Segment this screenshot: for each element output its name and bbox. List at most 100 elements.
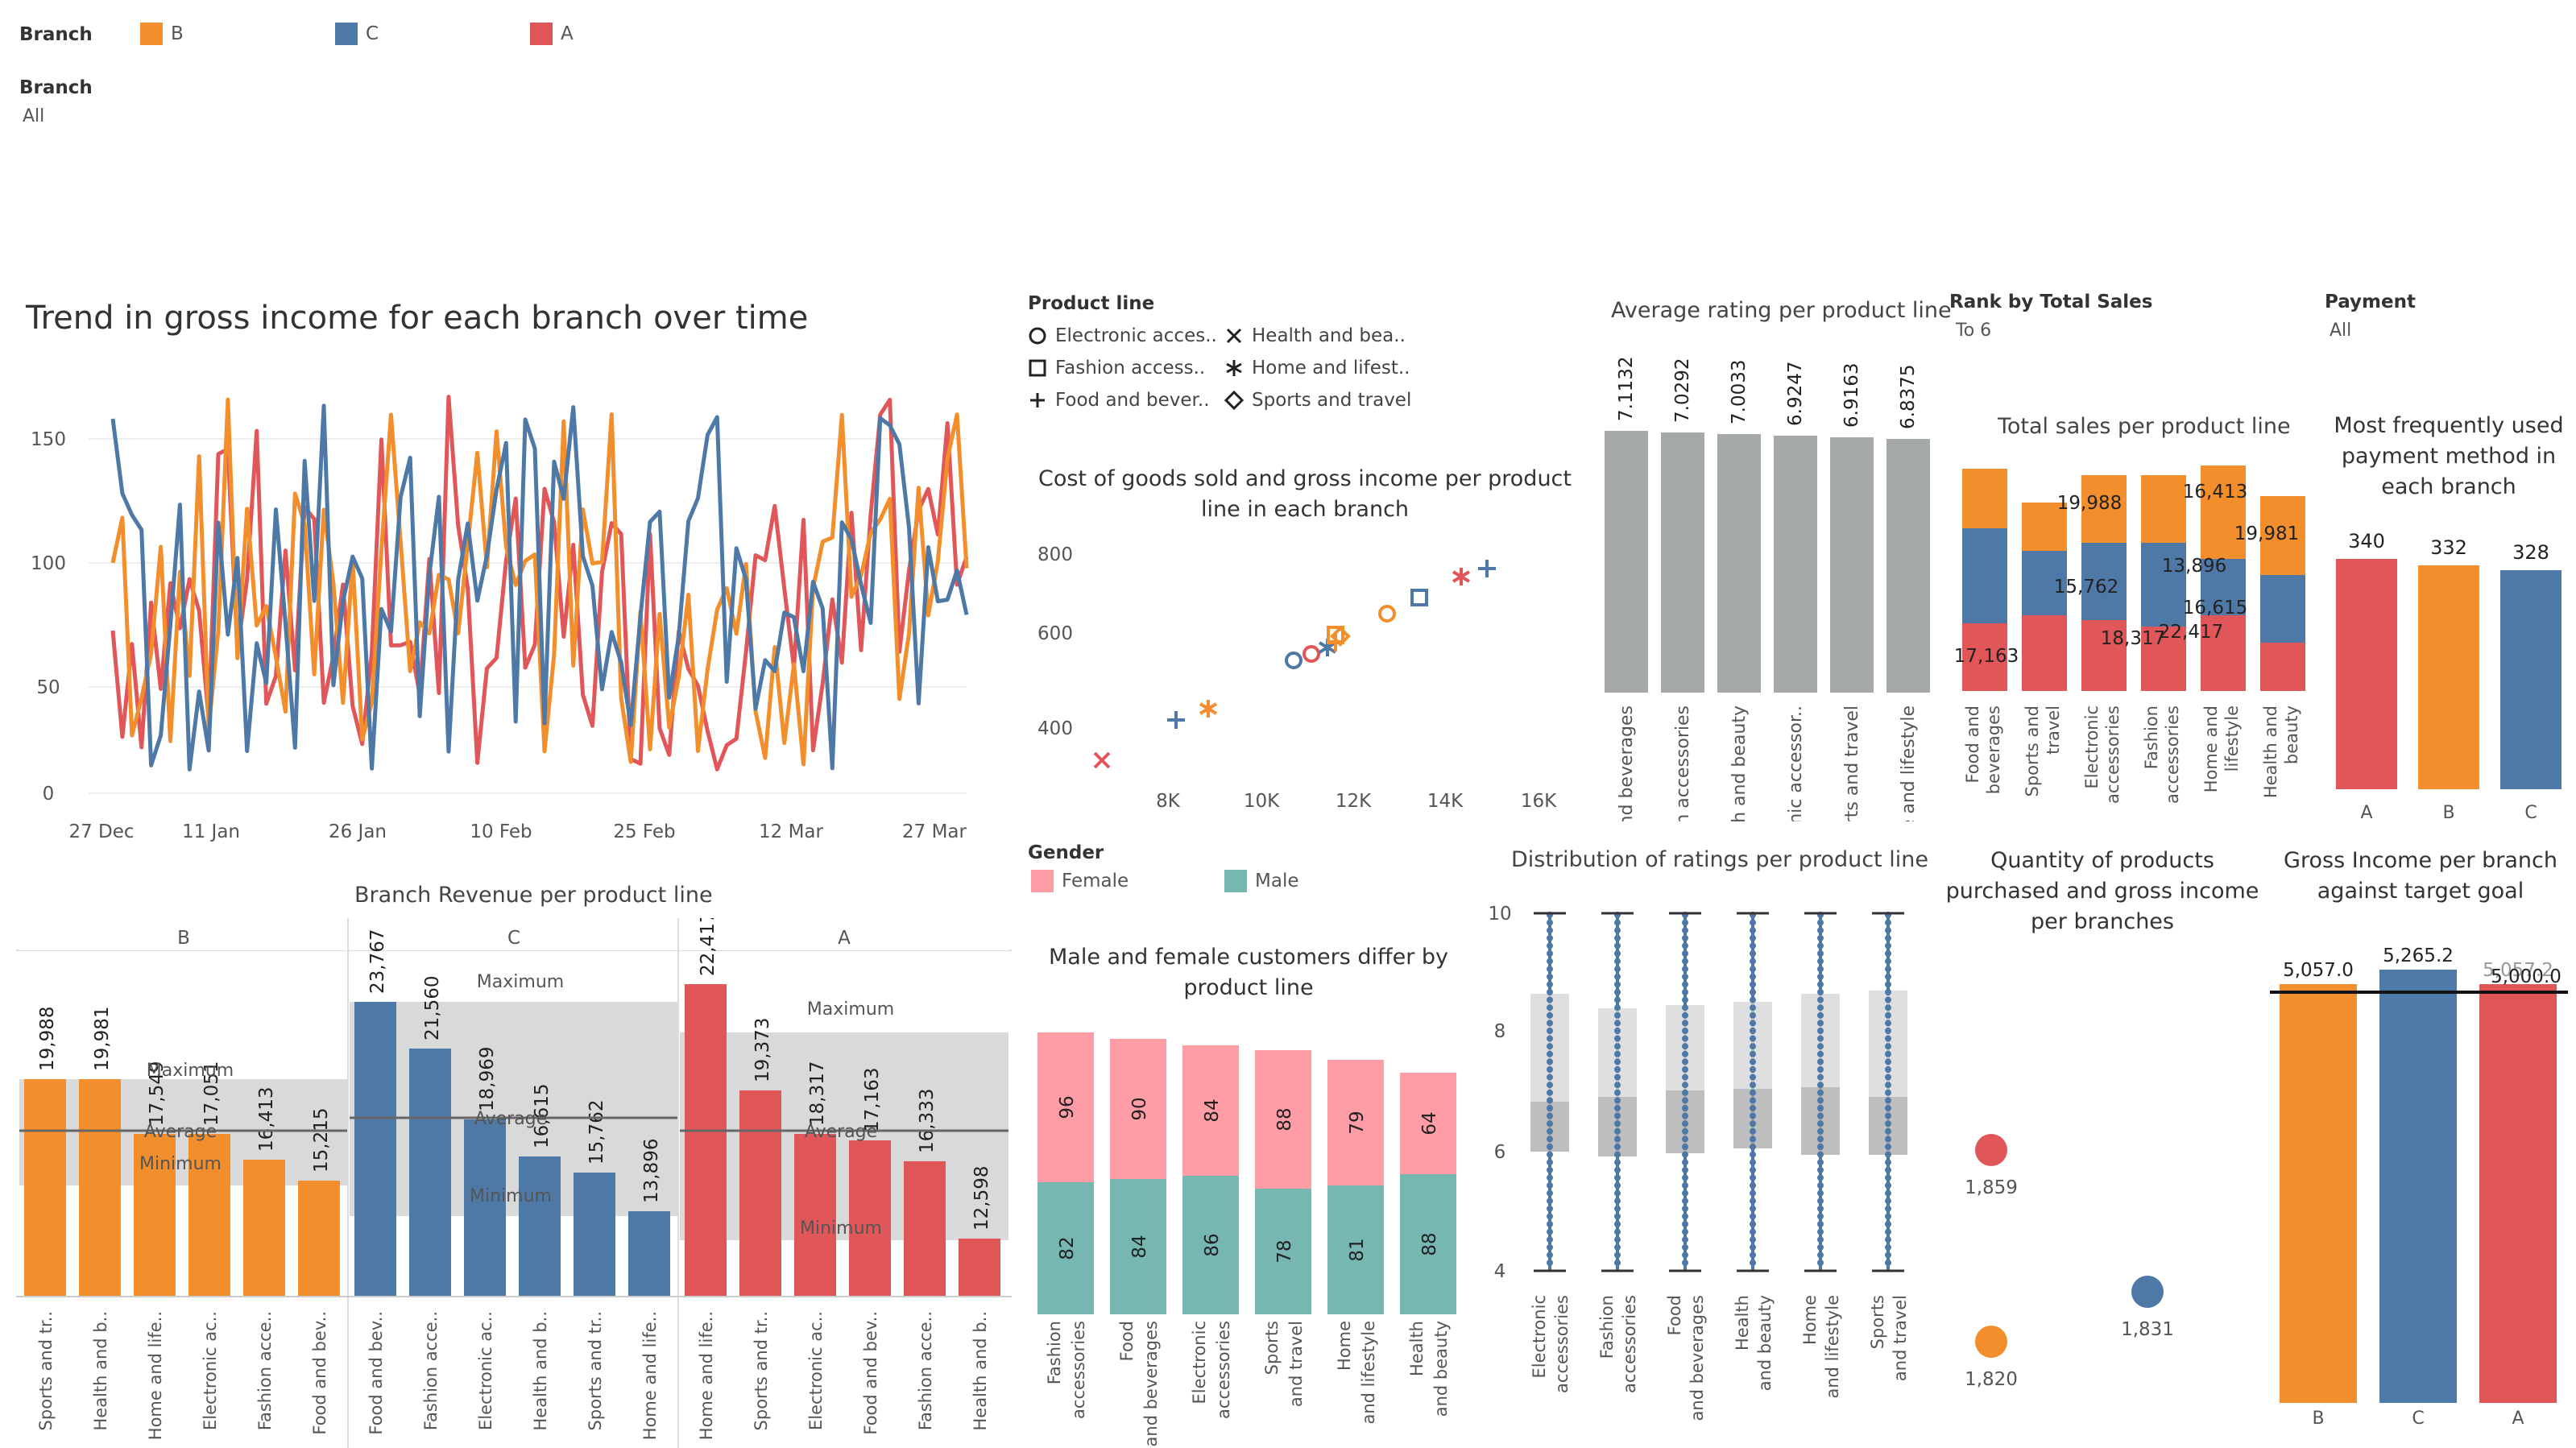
revenue-value: 15,762 <box>586 1100 607 1165</box>
revenue-chart[interactable]: B 19,988 Sports and tr.. 19,981 Health and b… <box>16 918 1015 1448</box>
distribution-dot <box>1750 1136 1756 1143</box>
rating-bar <box>1605 431 1648 693</box>
product-legend-item[interactable]: Health and bea.. <box>1224 325 1406 346</box>
quantity-title: Quantity of products purchased and gross… <box>1945 848 2259 934</box>
distribution-dot <box>1750 1236 1756 1243</box>
distribution-dot <box>1547 1012 1553 1019</box>
rank-filter-value[interactable]: To 6 <box>1956 321 1992 341</box>
distribution-dot <box>1885 996 1891 1003</box>
distribution-dot <box>1682 927 1688 934</box>
distribution-dot <box>1682 1205 1688 1212</box>
revenue-category: Fashion acce.. <box>421 1311 441 1430</box>
legend-item-male[interactable]: Male <box>1224 870 1298 892</box>
distribution-dot <box>1817 1035 1824 1042</box>
distribution-dot <box>1885 1012 1891 1019</box>
revenue-avg-label: Average <box>144 1122 217 1142</box>
legend-item-b[interactable]: B <box>140 23 184 45</box>
gender-value-male: 78 <box>1274 1239 1295 1263</box>
goal-category: A <box>2512 1409 2524 1429</box>
distribution-dot <box>1885 934 1891 941</box>
distribution-dot <box>1682 1012 1688 1019</box>
distribution-dot <box>1885 989 1891 995</box>
payment-bar <box>2418 565 2479 789</box>
payment-filter-value[interactable]: All <box>2330 321 2352 341</box>
distribution-dot <box>1547 1120 1553 1127</box>
x-icon <box>1224 326 1244 345</box>
distribution-dot <box>1682 1189 1688 1197</box>
distribution-dot <box>1885 1243 1891 1251</box>
product-legend-item[interactable]: Electronic acces.. <box>1028 325 1217 346</box>
distribution-dot <box>1614 1189 1621 1197</box>
distribution-dot <box>1817 1120 1824 1127</box>
distribution-dot <box>1682 1136 1688 1143</box>
trend-chart[interactable]: 150 100 50 0 27 Dec 11 Jan 26 Jan 10 Feb 25 Feb 1… <box>0 354 983 854</box>
distribution-dot <box>1817 1221 1824 1227</box>
product-legend-item[interactable]: Sports and travel <box>1224 390 1411 411</box>
payment-bar <box>2336 559 2397 789</box>
distribution-dot <box>1547 1243 1553 1251</box>
rating-chart[interactable]: 7.1132 Food and beverages 7.0292 Fashion ac… <box>1595 338 1933 821</box>
trend-xtick: 11 Jan <box>182 821 240 842</box>
product-legend-item[interactable]: Food and bever.. <box>1028 390 1210 411</box>
distribution-dot <box>1614 989 1621 995</box>
revenue-value: 17,549 <box>147 1061 168 1126</box>
gender-value-male: 84 <box>1129 1235 1150 1258</box>
sales-segment <box>2081 620 2127 691</box>
revenue-avg-label: Average <box>805 1122 877 1142</box>
gender-category: Food <box>1117 1321 1137 1361</box>
payment-chart[interactable]: 340 A 332 B 328 C <box>2320 515 2576 829</box>
revenue-value: 19,373 <box>752 1018 773 1082</box>
distribution-category: and beauty <box>1755 1295 1775 1391</box>
revenue-max-label: Maximum <box>147 1061 234 1081</box>
distribution-dot <box>1614 1213 1621 1220</box>
legend-item-female[interactable]: Female <box>1031 870 1129 892</box>
distribution-dot <box>1750 1260 1756 1266</box>
goal-chart[interactable]: B C A 5,057.0 5,265.2 5,057.25,000.0 <box>2255 934 2576 1448</box>
distribution-dot <box>1817 1151 1824 1158</box>
distribution-dot <box>1682 1004 1688 1012</box>
distribution-dot <box>1885 1213 1891 1220</box>
distribution-dot <box>1682 1159 1688 1166</box>
distribution-dot <box>1750 989 1756 995</box>
trend-ytick: 0 <box>43 784 55 805</box>
revenue-bar <box>24 1079 66 1297</box>
scatter-xtick: 16K <box>1521 791 1557 812</box>
scatter-ytick: 800 <box>1037 544 1073 565</box>
sales-label: 22,417 <box>2159 622 2223 643</box>
product-legend-item[interactable]: Home and lifest.. <box>1224 358 1410 379</box>
gender-chart[interactable]: 96 82 Fashion accessories 90 84 Food and bevera… <box>1023 1015 1474 1448</box>
scatter-point <box>1167 711 1185 729</box>
revenue-title: Branch Revenue per product line <box>354 883 713 908</box>
sales-category: beauty <box>2282 705 2301 764</box>
gender-category: and beverages <box>1141 1321 1161 1446</box>
distribution-dot <box>1682 1050 1688 1057</box>
branch-filter-value[interactable]: All <box>23 106 45 126</box>
distribution-dot <box>1885 1105 1891 1111</box>
scatter-xtick: 8K <box>1156 791 1181 812</box>
distribution-dot <box>1885 1136 1891 1143</box>
revenue-panel-name: B <box>177 928 190 949</box>
total-sales-chart[interactable]: 17,163 19,988 15,762 18,317 16,413 22,417 13,8… <box>1949 451 2328 829</box>
distribution-dot <box>1614 1251 1621 1259</box>
distribution-dot <box>1614 1159 1621 1166</box>
payment-title: Most frequently used payment method in e… <box>2334 413 2564 499</box>
distribution-dot <box>1682 966 1688 973</box>
legend-item-a[interactable]: A <box>530 23 574 45</box>
distribution-dot <box>1547 1082 1553 1089</box>
distribution-dot <box>1682 1112 1688 1119</box>
distribution-dot <box>1750 919 1756 926</box>
scatter-chart[interactable]: 800 600 400 8K 10K 12K 14K 16K <box>1015 532 1595 821</box>
distribution-dot <box>1750 958 1756 965</box>
distribution-dot <box>1817 1144 1824 1150</box>
legend-item-c[interactable]: C <box>335 23 379 45</box>
scatter-point <box>1285 652 1302 669</box>
revenue-bar <box>628 1211 670 1297</box>
scatter-xtick: 14K <box>1427 791 1464 812</box>
distribution-category: Electronic <box>1530 1295 1549 1379</box>
distribution-dot <box>1682 1082 1688 1089</box>
revenue-max-label: Maximum <box>807 999 894 1020</box>
product-legend-item[interactable]: Fashion access.. <box>1028 358 1205 379</box>
quantity-chart[interactable]: 1,859 1,820 1,831 <box>1941 942 2280 1442</box>
product-legend-label: Fashion access.. <box>1055 358 1206 379</box>
